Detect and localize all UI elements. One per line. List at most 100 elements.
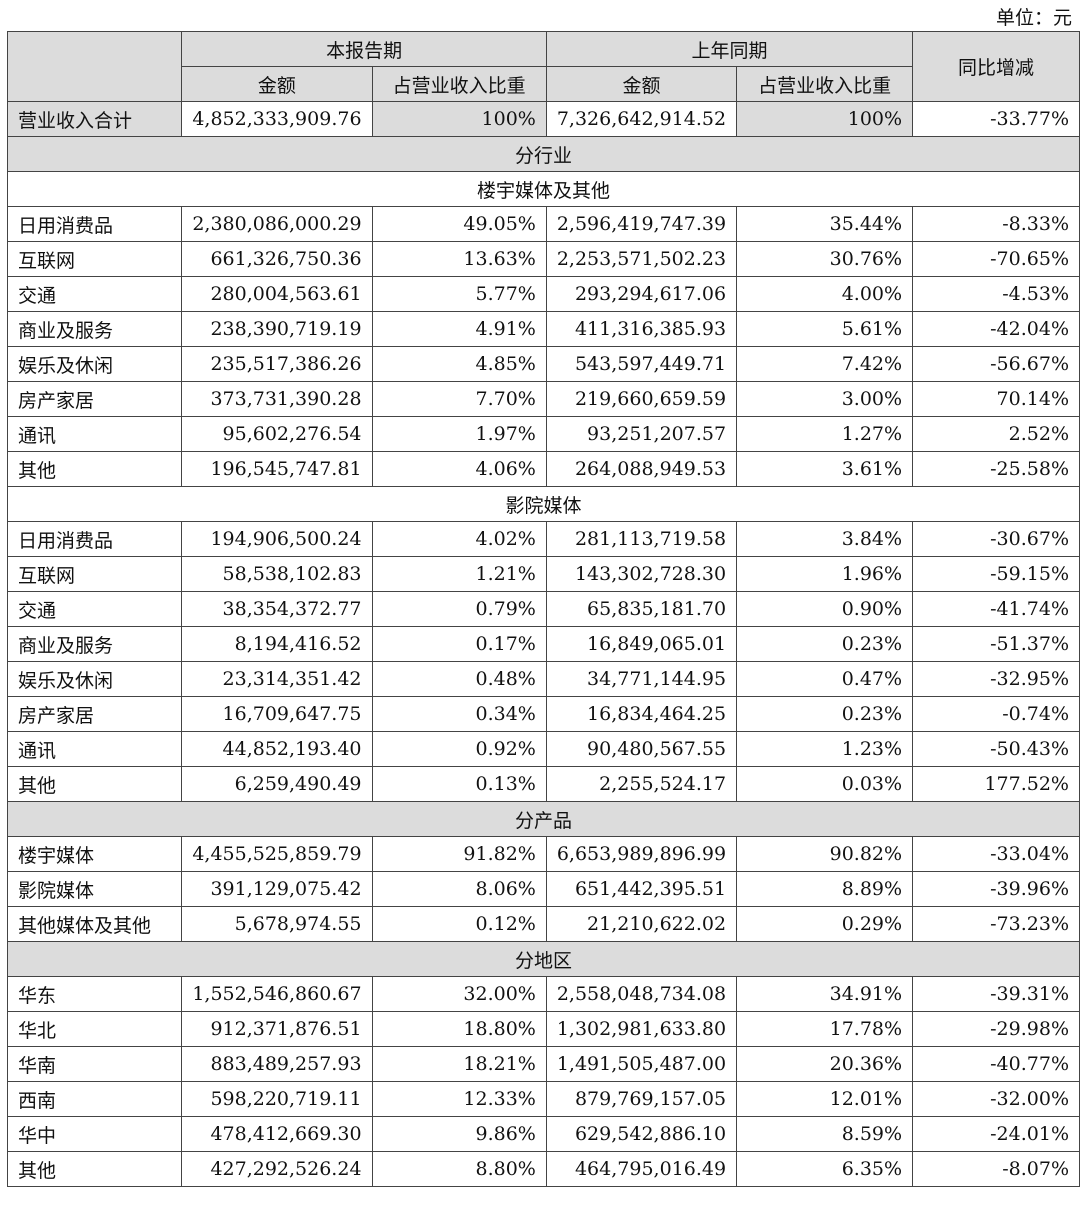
header-corner-cell	[6, 31, 183, 102]
row-label: 交通	[6, 591, 183, 627]
ratio-prior: 90.82%	[736, 836, 914, 872]
table-row: 房产家居 373,731,390.28 7.70% 219,660,659.59 3.0…	[6, 381, 1080, 417]
amount-current: 427,292,526.24	[181, 1151, 373, 1187]
ratio-prior: 4.00%	[736, 276, 914, 312]
header-amount-current: 金额	[181, 66, 373, 102]
total-ratio-prior: 100%	[736, 101, 914, 137]
amount-prior: 65,835,181.70	[545, 591, 738, 627]
amount-prior: 281,113,719.58	[545, 521, 738, 557]
ratio-current: 49.05%	[371, 206, 547, 242]
row-label: 华中	[6, 1116, 183, 1152]
amount-current: 883,489,257.93	[181, 1046, 373, 1082]
ratio-current: 18.80%	[371, 1011, 547, 1047]
table-row: 娱乐及休闲 23,314,351.42 0.48% 34,771,144.95 0.47…	[6, 661, 1080, 697]
amount-prior: 1,302,981,633.80	[545, 1011, 738, 1047]
ratio-current: 0.12%	[371, 906, 547, 942]
amount-current: 196,545,747.81	[181, 451, 373, 487]
table-row: 影院媒体 391,129,075.42 8.06% 651,442,395.51 8.8…	[6, 871, 1080, 907]
ratio-current: 32.00%	[371, 976, 547, 1012]
table-row: 房产家居 16,709,647.75 0.34% 16,834,464.25 0.23%…	[6, 696, 1080, 732]
row-label: 通讯	[6, 416, 183, 452]
ratio-prior: 34.91%	[736, 976, 914, 1012]
ratio-prior: 35.44%	[736, 206, 914, 242]
yoy-change: -32.00%	[912, 1081, 1080, 1117]
yoy-change: 177.52%	[912, 766, 1080, 802]
amount-prior: 34,771,144.95	[545, 661, 738, 697]
ratio-prior: 12.01%	[736, 1081, 914, 1117]
amount-prior: 629,542,886.10	[545, 1116, 738, 1152]
table-row: 其他媒体及其他 5,678,974.55 0.12% 21,210,622.02 0.2…	[6, 906, 1080, 942]
yoy-change: -39.96%	[912, 871, 1080, 907]
row-label: 商业及服务	[6, 311, 183, 347]
subsection-title: 楼宇媒体及其他	[7, 171, 1080, 207]
table-row: 通讯 44,852,193.40 0.92% 90,480,567.55 1.23% -5…	[6, 731, 1080, 767]
amount-current: 8,194,416.52	[181, 626, 373, 662]
row-label: 日用消费品	[6, 521, 183, 557]
subsection-header-row: 楼宇媒体及其他	[7, 171, 1080, 207]
ratio-prior: 8.59%	[736, 1116, 914, 1152]
ratio-current: 0.79%	[371, 591, 547, 627]
amount-current: 1,552,546,860.67	[181, 976, 373, 1012]
row-label: 互联网	[6, 556, 183, 592]
yoy-change: -33.04%	[912, 836, 1080, 872]
yoy-change: -56.67%	[912, 346, 1080, 382]
ratio-prior: 0.23%	[736, 626, 914, 662]
ratio-current: 91.82%	[371, 836, 547, 872]
amount-current: 38,354,372.77	[181, 591, 373, 627]
row-label: 商业及服务	[6, 626, 183, 662]
table-row: 商业及服务 238,390,719.19 4.91% 411,316,385.93 5.…	[6, 311, 1080, 347]
ratio-current: 0.17%	[371, 626, 547, 662]
ratio-current: 18.21%	[371, 1046, 547, 1082]
ratio-current: 7.70%	[371, 381, 547, 417]
ratio-prior: 30.76%	[736, 241, 914, 277]
subsection-title: 影院媒体	[7, 486, 1080, 522]
ratio-prior: 1.96%	[736, 556, 914, 592]
amount-prior: 2,558,048,734.08	[545, 976, 738, 1012]
amount-current: 44,852,193.40	[181, 731, 373, 767]
table-row: 互联网 661,326,750.36 13.63% 2,253,571,502.23 3…	[6, 241, 1080, 277]
amount-current: 16,709,647.75	[181, 696, 373, 732]
amount-prior: 879,769,157.05	[545, 1081, 738, 1117]
table-row: 华东 1,552,546,860.67 32.00% 2,558,048,734.08…	[6, 976, 1080, 1012]
yoy-change: -24.01%	[912, 1116, 1080, 1152]
yoy-change: -8.07%	[912, 1151, 1080, 1187]
row-label: 西南	[6, 1081, 183, 1117]
amount-current: 391,129,075.42	[181, 871, 373, 907]
amount-current: 58,538,102.83	[181, 556, 373, 592]
amount-current: 912,371,876.51	[181, 1011, 373, 1047]
yoy-change: -25.58%	[912, 451, 1080, 487]
ratio-current: 0.48%	[371, 661, 547, 697]
ratio-current: 4.02%	[371, 521, 547, 557]
yoy-change: -0.74%	[912, 696, 1080, 732]
amount-current: 661,326,750.36	[181, 241, 373, 277]
section-title: 分地区	[7, 941, 1080, 977]
amount-prior: 90,480,567.55	[545, 731, 738, 767]
row-label: 其他媒体及其他	[6, 906, 183, 942]
table-row: 楼宇媒体 4,455,525,859.79 91.82% 6,653,989,896.…	[6, 836, 1080, 872]
amount-current: 2,380,086,000.29	[181, 206, 373, 242]
amount-current: 4,455,525,859.79	[181, 836, 373, 872]
ratio-prior: 0.29%	[736, 906, 914, 942]
table-row: 交通 280,004,563.61 5.77% 293,294,617.06 4.00%…	[6, 276, 1080, 312]
header-yoy: 同比增减	[912, 31, 1080, 102]
row-label: 其他	[6, 766, 183, 802]
amount-prior: 651,442,395.51	[545, 871, 738, 907]
yoy-change: -30.67%	[912, 521, 1080, 557]
ratio-prior: 0.90%	[736, 591, 914, 627]
section-title: 分产品	[7, 801, 1080, 837]
row-label: 交通	[6, 276, 183, 312]
table-row: 商业及服务 8,194,416.52 0.17% 16,849,065.01 0.23%…	[6, 626, 1080, 662]
amount-current: 6,259,490.49	[181, 766, 373, 802]
row-label: 娱乐及休闲	[6, 346, 183, 382]
amount-prior: 264,088,949.53	[545, 451, 738, 487]
amount-prior: 2,255,524.17	[545, 766, 738, 802]
amount-prior: 2,253,571,502.23	[545, 241, 738, 277]
ratio-current: 8.06%	[371, 871, 547, 907]
table-row: 华中 478,412,669.30 9.86% 629,542,886.10 8.59%…	[6, 1116, 1080, 1152]
row-label: 房产家居	[6, 381, 183, 417]
amount-prior: 464,795,016.49	[545, 1151, 738, 1187]
row-label: 互联网	[6, 241, 183, 277]
yoy-change: -40.77%	[912, 1046, 1080, 1082]
row-label: 日用消费品	[6, 206, 183, 242]
total-amount-prior: 7,326,642,914.52	[545, 101, 738, 137]
